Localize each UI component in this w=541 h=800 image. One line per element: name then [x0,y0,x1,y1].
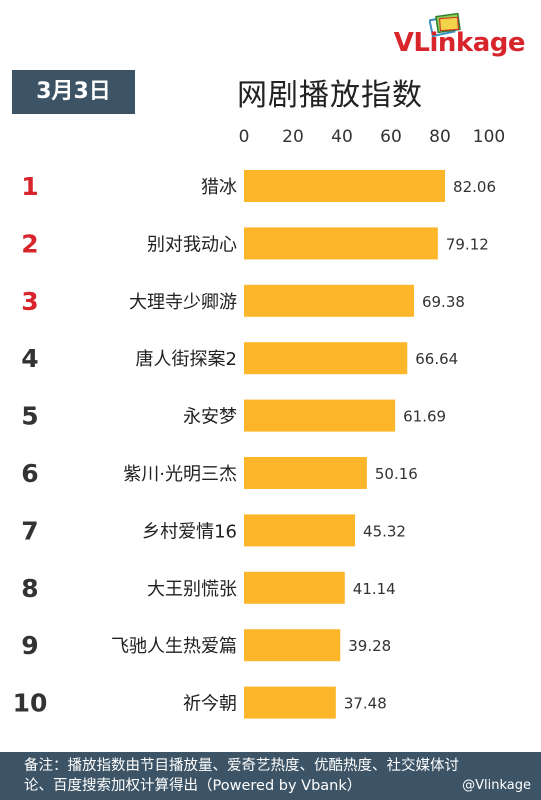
category-label: 大王别慌张 [147,579,237,600]
chart-title: 网剧播放指数 [237,78,423,113]
rank-number: 7 [21,516,38,545]
value-label: 61.69 [403,408,446,426]
bar [244,170,446,202]
x-tick-label: 40 [331,127,353,147]
footer-note-line2: 论、百度搜索加权计算得出（Powered by Vbank） [24,778,362,794]
category-label: 乡村爱情16 [142,521,237,542]
rank-number: 1 [21,172,38,201]
date-badge: 3月3日 [12,70,135,114]
bar [244,571,345,604]
bar [244,342,408,375]
category-label: 大理寺少卿游 [129,292,237,313]
value-label: 79.12 [446,235,489,253]
category-label: 永安梦 [183,407,237,428]
brand-text: VLinkage [393,28,526,58]
value-label: 41.14 [353,580,396,598]
rank-number: 10 [13,689,48,718]
x-tick-label: 0 [239,127,250,147]
rank-number: 5 [21,402,38,431]
bar [244,284,414,317]
category-label: 紫川·光明三杰 [123,464,237,485]
category-label: 别对我动心 [147,234,237,255]
rank-number: 8 [21,574,38,603]
value-label: 69.38 [422,293,465,311]
x-tick-label: 20 [282,127,304,147]
vlinkage-logo: VLinkage [385,12,526,60]
x-tick-label: 60 [380,127,402,147]
bar [244,227,438,260]
value-label: 45.32 [363,522,406,540]
value-label: 37.48 [344,695,387,713]
rank-number: 4 [21,344,38,373]
bar [244,457,367,489]
category-label: 唐人街探案2 [136,349,237,370]
rank-number: 9 [21,631,38,660]
bar [244,514,356,547]
footer-note: 备注：播放指数由节目播放量、爱奇艺热度、优酷热度、社交媒体讨 论、百度搜索加权计… [0,752,541,800]
bar [244,686,336,719]
weibo-watermark: @Vlinkage [462,778,531,793]
value-label: 50.16 [375,465,418,483]
category-label: 猎冰 [201,177,237,198]
rank-number: 3 [21,287,38,316]
bar [244,629,341,662]
x-tick-label: 80 [429,127,451,147]
value-label: 39.28 [348,637,391,655]
bar [244,399,396,432]
rank-number: 2 [21,229,38,258]
cards-logo-icon [429,12,461,38]
footer-note-line1: 备注：播放指数由节目播放量、爱奇艺热度、优酷热度、社交媒体讨 [24,758,459,774]
category-label: 祈今朝 [183,694,237,715]
date-text: 3月3日 [36,79,111,104]
x-tick-label: 100 [473,127,505,147]
value-label: 66.64 [415,350,458,368]
rank-number: 6 [21,459,38,488]
category-label: 飞驰人生热爱篇 [111,636,237,657]
value-label: 82.06 [453,178,496,196]
